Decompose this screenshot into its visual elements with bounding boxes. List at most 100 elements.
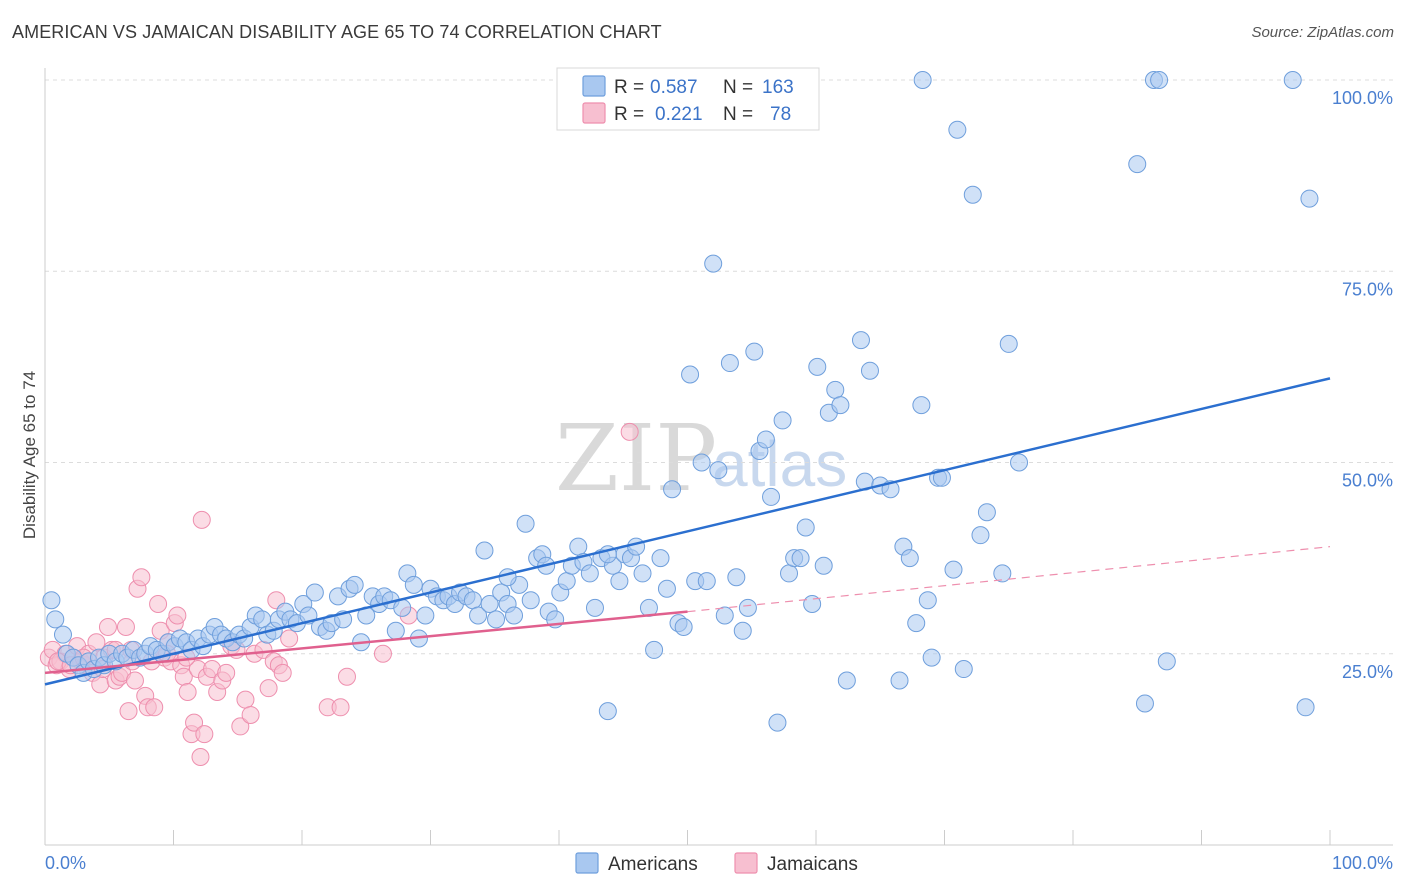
y-tick-label: 100.0% [1332,88,1393,108]
americans-point [791,549,810,568]
americans-point [516,514,535,533]
stats-legend-americans-n-label: N = [723,77,753,98]
americans-point [993,564,1012,583]
americans-point [999,334,1018,353]
americans-point [598,702,617,721]
jamaicans-point [241,705,260,724]
americans-point [674,617,693,636]
americans-point [345,575,364,594]
americans-point [971,526,990,545]
americans-point [1283,71,1302,89]
x-tick-label-min: 0.0% [45,853,86,873]
americans-point [469,606,488,625]
americans-point [463,591,482,610]
jamaicans-point [217,663,236,682]
jamaicans-point [192,510,211,529]
jamaicans-point [116,617,135,636]
americans-point [780,564,799,583]
americans-point [663,480,682,499]
americans-point [651,549,670,568]
americans-point [1150,71,1169,89]
jamaicans-point [331,698,350,717]
jamaicans-trend-extension [687,546,1331,613]
americans-point [498,568,517,587]
y-tick-labels: 25.0% 50.0% 75.0% 100.0% [1332,88,1393,682]
stats-legend-americans-swatch [582,75,606,97]
x-tick-label-max: 100.0% [1332,853,1393,873]
americans-point [762,487,781,506]
jamaicans-point [145,698,164,717]
americans-point [912,396,931,415]
americans-point [1128,155,1147,174]
stats-legend-jamaicans-n-label: N = [723,104,753,125]
jamaicans-point [119,702,138,721]
americans-point [756,430,775,449]
americans-point [487,610,506,629]
gridlines [45,79,1393,655]
americans-point [733,621,752,640]
americans-point [803,595,822,614]
americans-point [918,591,937,610]
stats-legend-jamaicans-r-label: R = [614,104,644,125]
americans-point [890,671,909,690]
americans-point [505,606,524,625]
americans-point [475,541,494,560]
americans-point [860,361,879,380]
americans-point [1300,189,1319,208]
y-tick-label: 75.0% [1342,279,1393,299]
americans-point [404,575,423,594]
americans-point [796,518,815,537]
americans-point [948,120,967,139]
americans-point [814,556,833,575]
americans-point [720,354,739,373]
americans-point [727,568,746,587]
americans-point [704,254,723,273]
americans-point [681,365,700,384]
jamaicans-point [236,690,255,709]
series-legend: Americans Jamaicans [575,852,858,875]
americans-point [627,537,646,556]
source-label: Source: ZipAtlas.com [1251,24,1394,41]
stats-legend-americans-n-value: 163 [762,77,794,98]
americans-point [657,579,676,598]
americans-point [808,357,827,376]
americans-point [954,660,973,679]
stats-legend: R = 0.587 N = 163 R = 0.221 N = 78 [556,67,820,131]
americans-point [692,453,711,472]
americans-point [416,606,435,625]
jamaicans-point [185,713,204,732]
jamaicans-point [178,683,197,701]
americans-point [305,583,324,602]
americans-point [913,71,932,89]
americans-point [1010,453,1029,472]
americans-point [932,468,951,487]
americans-point [480,595,499,614]
americans-point [977,503,996,522]
jamaicans-point [273,663,292,682]
americans-point [580,564,599,583]
legend-jamaicans-swatch [734,852,758,874]
americans-point [907,614,926,633]
jamaicans-point [149,595,168,614]
americans-point [773,411,792,430]
jamaicans-point [280,629,299,648]
americans-point [53,625,72,644]
legend-jamaicans-label: Jamaicans [767,854,858,875]
legend-americans-swatch [575,852,599,874]
americans-point [1157,652,1176,671]
americans-points [42,71,1319,732]
jamaicans-point [337,667,356,686]
jamaicans-point [373,644,392,663]
americans-point [569,537,588,556]
americans-point [1135,694,1154,713]
americans-point [610,572,629,591]
chart-title: AMERICAN VS JAMAICAN DISABILITY AGE 65 T… [12,22,662,42]
stats-legend-americans-r-label: R = [614,77,644,98]
americans-point [1296,698,1315,717]
americans-point [963,185,982,204]
stats-legend-jamaicans-swatch [582,102,606,124]
jamaicans-point [98,617,117,636]
x-axis-ticks [44,830,1331,845]
americans-point [42,591,61,610]
